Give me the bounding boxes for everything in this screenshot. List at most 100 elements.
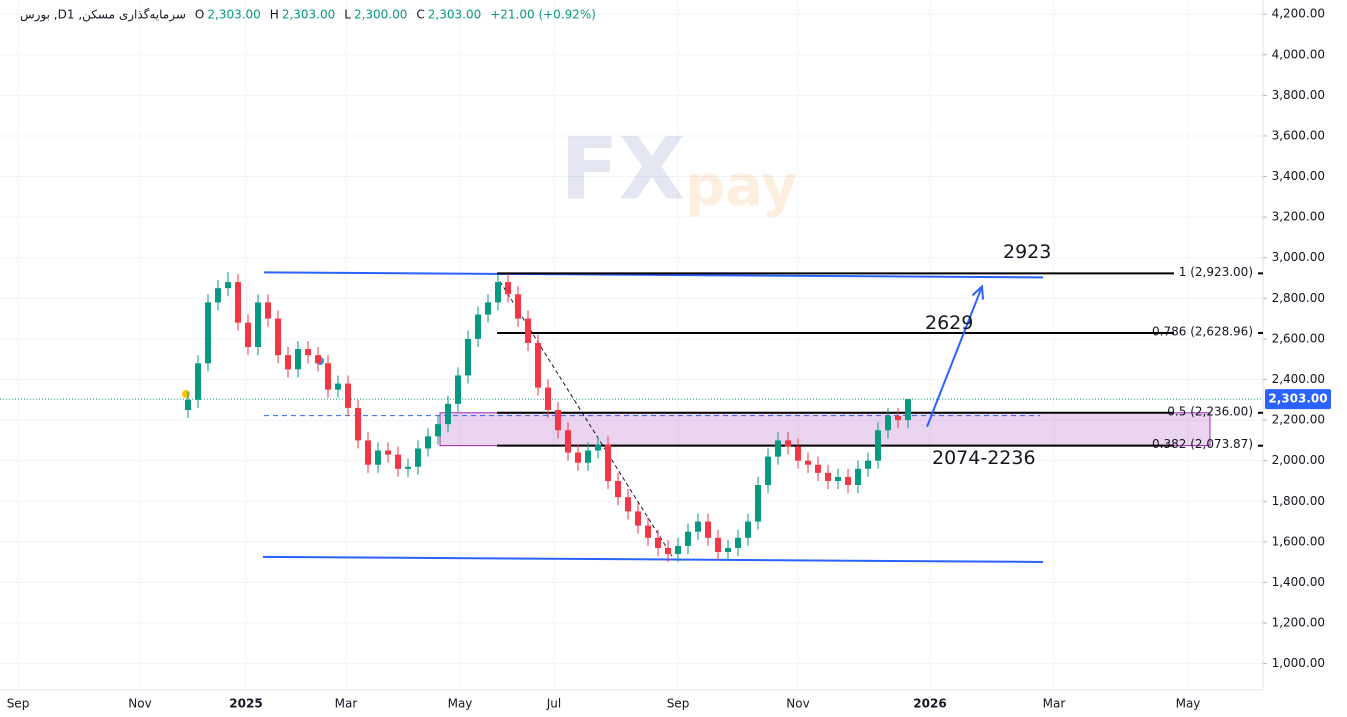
y-tick-label: 3,800.00 (1272, 88, 1325, 102)
candle-body (625, 497, 631, 512)
candle-body (745, 521, 751, 538)
fib-label: 0.786 (2,628.96) (1152, 325, 1253, 339)
y-tick-label: 2,000.00 (1272, 453, 1325, 467)
y-tick-label: 4,000.00 (1272, 47, 1325, 61)
candle-body (805, 460, 811, 465)
watermark-pay: pay (685, 154, 798, 219)
y-tick-label: 1,200.00 (1272, 616, 1325, 630)
candle-body (305, 349, 311, 356)
x-tick-label: Sep (667, 697, 690, 711)
x-tick-label: Sep (7, 697, 30, 711)
y-tick-label: 2,800.00 (1272, 291, 1325, 305)
candle-body (205, 302, 211, 364)
y-tick-label: 4,200.00 (1272, 7, 1325, 21)
ohlc-value: 2,303.00 (207, 8, 260, 22)
candle-body (605, 444, 611, 481)
candle-body (725, 547, 731, 552)
candle-body (525, 318, 531, 343)
candle-body (875, 430, 881, 461)
candle-body (535, 342, 541, 388)
fib-label: 0.382 (2,073.87) (1152, 437, 1253, 451)
y-tick-label: 2,200.00 (1272, 413, 1325, 427)
x-tick-label: May (448, 697, 473, 711)
candle-body (335, 383, 341, 390)
x-tick-label: Mar (1043, 697, 1066, 711)
candle-body (415, 448, 421, 467)
ohlc-value: 2,303.00 (428, 8, 481, 22)
ohlc-key: H (270, 8, 279, 22)
candle-body (585, 450, 591, 463)
y-tick-label: 1,400.00 (1272, 575, 1325, 589)
candle-body (815, 464, 821, 473)
candle-body (325, 363, 331, 390)
candle-body (295, 349, 301, 370)
candle-body (255, 302, 261, 348)
candle-body (245, 322, 251, 348)
x-tick-label: Nov (786, 697, 809, 711)
candle-body (465, 338, 471, 376)
annotation: 2074-2236 (932, 447, 1036, 469)
fib-label: 0.5 (2,236.00) (1167, 404, 1253, 418)
candle-body (195, 363, 201, 400)
x-tick-label: Jul (546, 697, 561, 711)
annotation: 2923 (1003, 241, 1051, 263)
candle-body (715, 537, 721, 552)
candle-body (865, 460, 871, 469)
ohlc-key: C (416, 8, 424, 22)
y-tick-label: 1,000.00 (1272, 656, 1325, 670)
y-tick-label: 2,600.00 (1272, 331, 1325, 345)
candle-body (845, 476, 851, 486)
candle-body (835, 476, 841, 481)
candle-body (765, 456, 771, 486)
fib-label: 1 (2,923.00) (1179, 265, 1253, 279)
ohlc-key: L (344, 8, 351, 22)
y-tick-label: 1,800.00 (1272, 494, 1325, 508)
candle-body (595, 444, 601, 451)
y-tick-label: 1,600.00 (1272, 534, 1325, 548)
y-tick-label: 3,000.00 (1272, 250, 1325, 264)
candle-body (355, 407, 361, 441)
candle-body (405, 466, 411, 469)
candle-body (565, 430, 571, 453)
annotation: 2629 (925, 312, 973, 334)
candle-body (615, 480, 621, 498)
candle-body (905, 399, 911, 421)
y-tick-label: 3,200.00 (1272, 210, 1325, 224)
candle-body (655, 537, 661, 548)
watermark-fx: FX (560, 119, 685, 219)
candle-body (785, 440, 791, 447)
candle-body (885, 416, 891, 431)
candle-body (735, 537, 741, 548)
candle-body (675, 545, 681, 555)
watermark: FX pay (560, 119, 798, 219)
candle-body (425, 436, 431, 449)
candle-body (375, 450, 381, 465)
candle-body (485, 302, 491, 315)
candle-body (855, 468, 861, 486)
header: بورس ,Dسرمایه‌گذاری مسکن, 1 O 2,303.00 H 2,3… (20, 8, 596, 23)
candle-body (445, 403, 451, 425)
candle-body (495, 282, 501, 303)
arrow-head (971, 284, 984, 300)
candle-body (825, 472, 831, 481)
candle-body (225, 282, 231, 289)
arrow (926, 286, 983, 428)
x-tick-label: Nov (128, 697, 151, 711)
candle-body (755, 485, 761, 522)
candle-body (185, 399, 191, 410)
trendline (262, 555, 1044, 563)
trendline (263, 271, 1044, 279)
candle-body (635, 511, 641, 526)
last-price-label: 2,303.00 (1268, 392, 1327, 406)
candle-body (435, 424, 441, 437)
candle-body (575, 452, 581, 463)
candle-body (365, 440, 371, 465)
change: +21.00 (+0.92%) (490, 8, 596, 22)
candle-body (775, 440, 781, 457)
candle-body (665, 547, 671, 555)
candle-body (795, 446, 801, 461)
candle-body (515, 294, 521, 319)
candle-body (275, 318, 281, 356)
ohlc-value: 2,300.00 (354, 8, 407, 22)
